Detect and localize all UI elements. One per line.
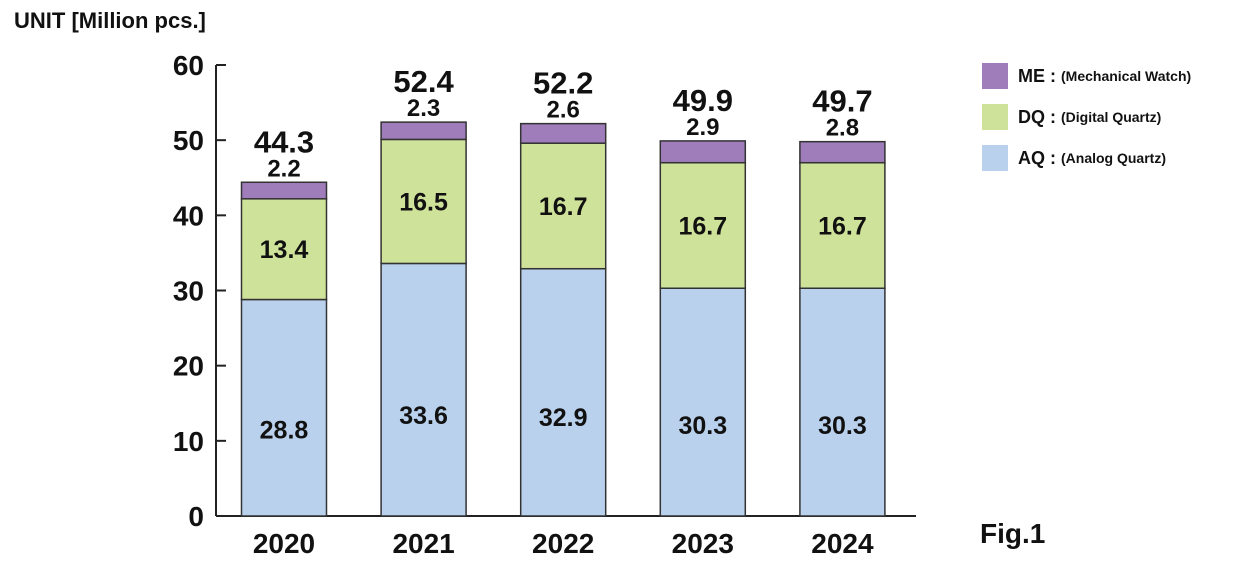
legend-item-me: ME : (Mechanical Watch)	[982, 62, 1191, 90]
legend-code-dq: DQ	[1018, 106, 1045, 127]
data-label-dq: 16.7	[539, 193, 588, 221]
total-label: 49.7	[812, 84, 872, 119]
legend-code-me: ME	[1018, 65, 1045, 86]
legend-separator: :	[1050, 65, 1056, 86]
total-label: 52.2	[533, 66, 593, 101]
legend-code-aq: AQ	[1018, 147, 1045, 168]
data-label-me: 2.8	[826, 115, 859, 142]
x-tick-label: 2020	[253, 528, 315, 559]
legend-separator: :	[1050, 106, 1056, 127]
total-label: 49.9	[673, 83, 733, 118]
data-label-me: 2.2	[267, 155, 300, 182]
total-label: 44.3	[254, 124, 314, 159]
legend-swatch-me	[982, 63, 1008, 89]
bar-segment-aq	[519, 267, 607, 517]
data-label-aq: 28.8	[260, 416, 309, 444]
x-tick-label: 2023	[672, 528, 734, 559]
data-label-dq: 16.7	[818, 212, 867, 240]
data-label-aq: 30.3	[678, 412, 727, 440]
bar-segment-me	[380, 121, 467, 141]
x-tick-label: 2024	[811, 528, 874, 559]
legend-desc-dq: (Digital Quartz)	[1061, 109, 1162, 125]
legend: ME : (Mechanical Watch) DQ : (Digital Qu…	[982, 62, 1191, 185]
x-tick-label: 2021	[392, 528, 454, 559]
data-label-me: 2.6	[547, 97, 580, 124]
data-label-dq: 16.7	[678, 212, 727, 240]
y-tick-label: 60	[173, 50, 204, 81]
bar-segment-aq	[240, 298, 328, 517]
legend-swatch-dq	[982, 104, 1008, 130]
y-tick-label: 50	[173, 125, 204, 156]
data-label-aq: 32.9	[539, 404, 588, 432]
y-tick-label: 10	[173, 426, 204, 457]
data-label-me: 2.3	[407, 95, 440, 122]
data-label-aq: 33.6	[399, 402, 448, 430]
x-tick-label: 2022	[532, 528, 594, 559]
data-label-me: 2.9	[686, 114, 719, 141]
data-label-aq: 30.3	[818, 412, 867, 440]
bar-segment-dq	[519, 142, 607, 270]
data-label-dq: 16.5	[399, 188, 448, 216]
unit-label: UNIT [Million pcs.]	[14, 8, 206, 33]
bar-segment-aq	[799, 287, 886, 517]
legend-item-aq: AQ : (Analog Quartz)	[982, 144, 1191, 172]
bar-segment-dq	[659, 161, 747, 289]
legend-desc-me: (Mechanical Watch)	[1061, 68, 1192, 84]
legend-desc-aq: (Analog Quartz)	[1061, 150, 1166, 166]
y-tick-label: 0	[188, 501, 204, 532]
figure-label: Fig.1	[980, 518, 1046, 549]
legend-item-dq: DQ : (Digital Quartz)	[982, 103, 1191, 131]
data-label-dq: 13.4	[260, 236, 309, 264]
y-tick-label: 30	[173, 276, 204, 307]
bar-segment-me	[240, 181, 328, 200]
bar-segment-me	[799, 140, 886, 164]
bar-segment-me	[519, 122, 607, 144]
bar-segment-me	[659, 140, 747, 164]
y-tick-label: 20	[173, 351, 204, 382]
legend-separator: :	[1050, 147, 1056, 168]
bar-segment-aq	[659, 287, 747, 517]
y-tick-label: 40	[173, 200, 204, 231]
total-label: 52.4	[393, 64, 454, 99]
bar-segment-aq	[380, 262, 467, 517]
legend-swatch-aq	[982, 145, 1008, 171]
